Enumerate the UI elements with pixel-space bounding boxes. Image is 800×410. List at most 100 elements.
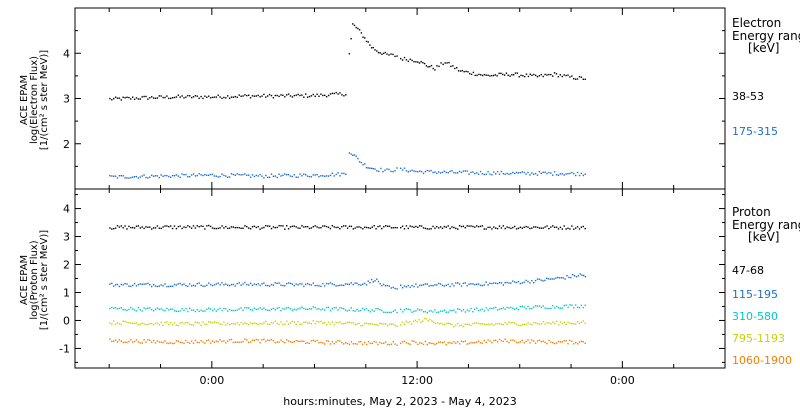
data-point xyxy=(479,309,482,311)
data-point xyxy=(272,307,275,309)
data-point xyxy=(284,342,286,344)
data-point xyxy=(251,95,254,97)
data-point xyxy=(576,78,579,80)
data-point xyxy=(322,175,324,177)
data-point xyxy=(337,340,339,342)
data-point xyxy=(426,169,428,172)
data-point xyxy=(453,226,455,229)
data-point xyxy=(565,340,567,342)
data-point xyxy=(114,339,117,341)
data-point xyxy=(141,96,143,98)
data-point xyxy=(491,228,493,230)
data-point xyxy=(143,339,145,341)
data-point xyxy=(388,285,391,287)
data-point xyxy=(374,168,376,170)
data-point xyxy=(339,340,341,342)
data-point xyxy=(151,341,153,343)
data-point xyxy=(456,67,458,69)
data-point xyxy=(427,320,429,322)
data-point xyxy=(531,172,533,174)
data-point xyxy=(538,75,541,77)
data-point xyxy=(525,340,527,343)
data-point xyxy=(306,175,309,177)
data-point xyxy=(563,74,565,76)
data-point xyxy=(221,340,223,343)
data-point xyxy=(371,342,373,344)
data-point xyxy=(211,96,214,99)
data-point xyxy=(128,322,130,324)
data-point xyxy=(506,323,508,325)
data-point xyxy=(403,285,406,287)
data-point xyxy=(448,61,450,64)
data-point xyxy=(202,321,204,323)
data-point xyxy=(348,53,351,55)
data-point xyxy=(305,93,307,95)
data-point xyxy=(238,227,240,229)
data-point xyxy=(234,285,236,287)
data-point xyxy=(582,174,584,177)
data-point xyxy=(476,172,478,174)
data-point xyxy=(367,167,369,169)
data-point xyxy=(227,95,229,97)
data-point xyxy=(137,306,140,309)
data-point xyxy=(160,321,162,323)
data-point xyxy=(293,308,295,310)
data-point xyxy=(219,284,221,286)
data-point xyxy=(550,73,552,76)
data-point xyxy=(438,171,440,173)
data-point xyxy=(111,228,113,230)
data-point xyxy=(261,175,263,177)
data-point xyxy=(464,282,466,284)
data-point xyxy=(477,173,480,175)
data-point xyxy=(527,226,529,228)
data-point xyxy=(420,321,422,323)
data-point xyxy=(367,280,369,282)
data-point xyxy=(513,74,515,76)
data-point xyxy=(306,282,309,285)
data-point xyxy=(405,308,408,310)
data-point xyxy=(367,227,370,229)
data-point xyxy=(154,322,157,325)
data-point xyxy=(472,171,474,173)
data-point xyxy=(128,96,130,99)
data-point xyxy=(215,175,217,177)
data-point xyxy=(139,227,141,229)
data-point xyxy=(149,323,151,325)
data-point xyxy=(472,322,474,325)
data-point xyxy=(392,310,394,313)
data-point xyxy=(535,74,537,77)
data-point xyxy=(510,227,512,230)
data-point xyxy=(173,175,176,177)
data-point xyxy=(265,309,267,311)
data-point xyxy=(544,171,546,173)
data-point xyxy=(390,53,392,55)
data-point xyxy=(449,170,451,172)
data-point xyxy=(354,227,356,229)
data-point xyxy=(479,323,482,325)
data-point xyxy=(508,307,510,309)
data-point xyxy=(276,226,278,229)
data-point xyxy=(514,72,517,74)
data-point xyxy=(147,177,149,179)
data-point xyxy=(261,308,263,310)
data-point xyxy=(401,59,404,61)
data-point xyxy=(422,172,425,175)
data-point xyxy=(454,67,456,70)
data-point xyxy=(496,309,499,311)
data-point xyxy=(181,308,183,310)
data-point xyxy=(211,173,214,176)
data-point xyxy=(118,307,121,310)
data-point xyxy=(563,340,565,342)
data-point xyxy=(183,309,185,311)
data-point xyxy=(574,78,577,80)
y-tick-label: -1 xyxy=(59,342,70,355)
data-point xyxy=(162,96,164,99)
data-point xyxy=(132,322,134,324)
data-point xyxy=(542,280,544,282)
data-point xyxy=(466,285,468,287)
data-point xyxy=(422,227,425,229)
data-point xyxy=(458,170,461,173)
data-point xyxy=(265,340,267,343)
data-point xyxy=(192,173,195,175)
data-point xyxy=(419,225,421,227)
